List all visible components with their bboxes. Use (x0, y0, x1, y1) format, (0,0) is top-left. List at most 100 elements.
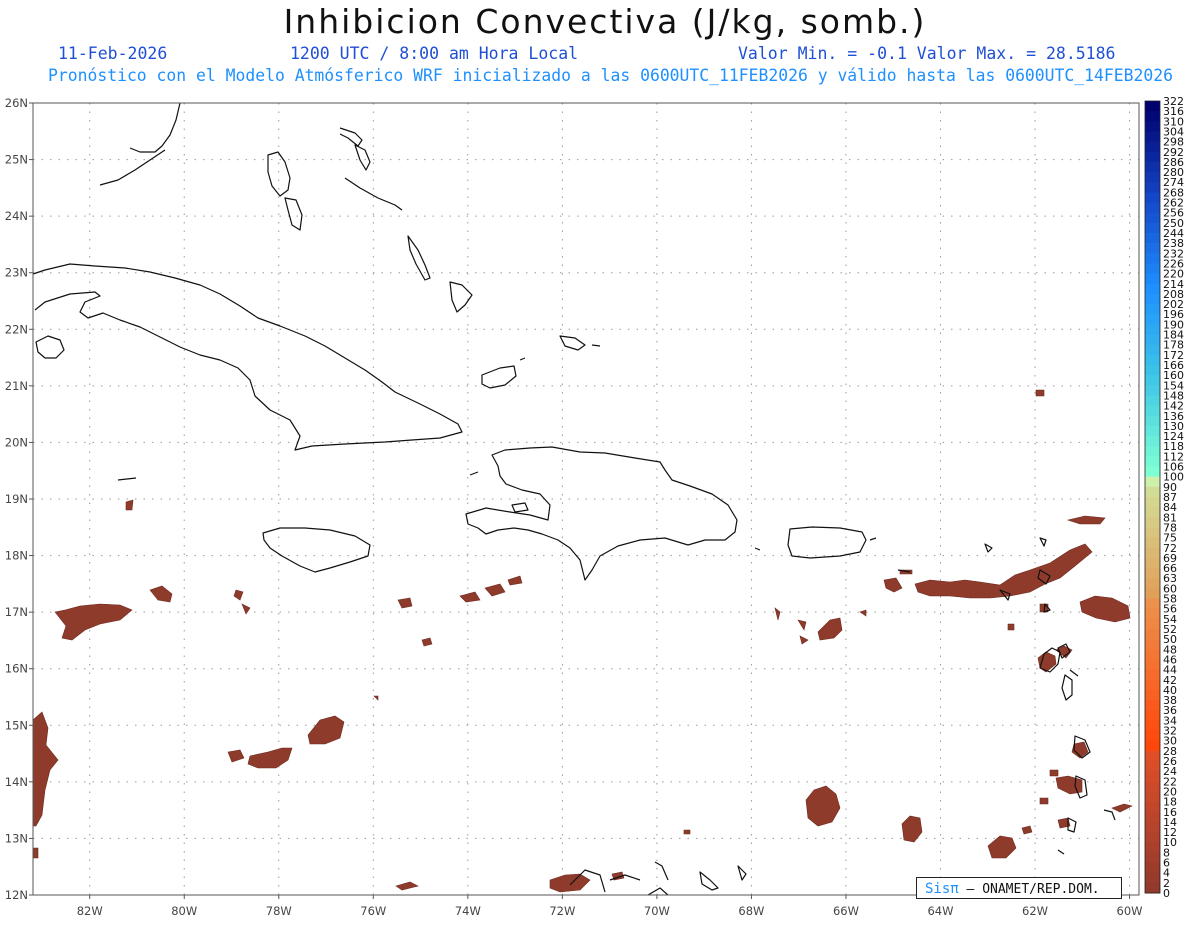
blob-5 (241, 603, 251, 615)
lat-label: 21N (5, 379, 28, 393)
blob-30 (1071, 741, 1089, 759)
coast-virgin-is (999, 589, 1011, 601)
coast-eleuthera (339, 127, 363, 147)
colorbar-swatch (1145, 882, 1160, 894)
colorbar-border (1144, 100, 1161, 894)
lat-label: 24N (5, 209, 28, 223)
blob-34 (901, 815, 923, 843)
coast-st-lucia (1074, 775, 1088, 799)
colorbar-swatch (1145, 172, 1160, 183)
blob-41 (1007, 623, 1015, 631)
colorbar-label: 172 (1163, 349, 1184, 362)
sispi-logo: Sisπ (925, 881, 959, 897)
colorbar-label: 84 (1163, 501, 1177, 514)
colorbar-label: 30 (1163, 735, 1177, 748)
colorbar-label: 316 (1163, 105, 1184, 118)
colorbar-swatch (1145, 385, 1160, 396)
colorbar-label: 298 (1163, 136, 1184, 149)
colorbar-label: 166 (1163, 359, 1184, 372)
coast-barbuda (1039, 537, 1047, 547)
colorbar-label: 226 (1163, 257, 1184, 270)
colorbar-swatch (1145, 872, 1160, 884)
coast-exuma (344, 177, 403, 211)
colorbar-label: 22 (1163, 775, 1177, 788)
colorbar-swatch (1145, 598, 1160, 610)
blob-6 (397, 597, 413, 609)
coast-puerto-rico (787, 526, 867, 559)
longitude-labels: 82W 80W 78W 76W 74W 72W 70W 68W 66W 64W 62W 60W (77, 895, 1143, 918)
colorbar-label: 40 (1163, 684, 1177, 697)
colorbar-label: 87 (1163, 491, 1177, 504)
coast-martinique (1073, 735, 1091, 759)
colorbar-swatch (1145, 801, 1160, 813)
colorbar-label: 75 (1163, 532, 1177, 545)
blob-9 (421, 637, 433, 647)
colorbar-swatch (1145, 141, 1160, 153)
model-subtitle: Pronóstico con el Modelo Atmósferico WRF… (48, 66, 1173, 85)
colorbar-swatch (1145, 202, 1160, 214)
lat-label: 20N (5, 435, 28, 449)
colorbar-label: 220 (1163, 268, 1184, 281)
colorbar-label: 14 (1163, 816, 1177, 829)
colorbar-label: 6 (1163, 857, 1170, 870)
blob-12 (227, 749, 245, 763)
colorbar-swatch (1145, 852, 1160, 864)
lon-label: 74W (455, 904, 481, 918)
branding-text: – ONAMET/REP.DOM. (966, 882, 1100, 897)
colorbar-label: 58 (1163, 593, 1177, 606)
coast-st-vincent (1067, 817, 1077, 833)
colorbar-swatch (1145, 761, 1160, 772)
colorbar-swatch (1145, 750, 1160, 762)
coast-cat-island (354, 144, 371, 171)
colorbar-label: 52 (1163, 623, 1177, 636)
lat-label: 12N (5, 888, 28, 902)
colorbar-swatch (1145, 436, 1160, 447)
colorbar-swatch (1145, 740, 1160, 752)
colorbar-label: 42 (1163, 674, 1177, 687)
coast-grenada (1057, 849, 1065, 855)
lat-label: 16N (5, 662, 28, 676)
lat-label: 13N (5, 831, 28, 845)
colorbar-label: 160 (1163, 369, 1184, 382)
colorbar-label: 262 (1163, 197, 1184, 210)
colorbar-label: 8 (1163, 846, 1170, 859)
colorbar-swatch (1145, 476, 1160, 488)
colorbar-swatch (1145, 446, 1160, 457)
colorbar-swatch (1145, 781, 1160, 792)
colorbar-swatch (1145, 101, 1160, 112)
lon-label: 76W (360, 904, 386, 918)
colorbar-swatch (1145, 649, 1160, 660)
colorbar-swatch (1145, 182, 1160, 193)
coast-grand-inagua2 (519, 357, 526, 361)
blob-16 (549, 873, 591, 893)
colorbar-swatch (1145, 304, 1160, 315)
colorbar-swatch (1145, 811, 1160, 823)
blob-32 (1035, 389, 1045, 397)
colorbar-label: 250 (1163, 217, 1184, 230)
coast-cuba (32, 263, 463, 451)
colorbar-swatch (1145, 720, 1160, 732)
colorbar-swatch (1145, 111, 1160, 122)
colorbar-swatch (1145, 608, 1160, 620)
blob-40 (1039, 797, 1049, 805)
colorbar-label: 112 (1163, 450, 1184, 463)
map-title: Inhibicion Convectiva (J/kg, somb.) (283, 2, 927, 41)
colorbar-swatch (1145, 517, 1160, 528)
lat-label: 15N (5, 718, 28, 732)
colorbar-label: 322 (1163, 95, 1184, 108)
colorbar-label: 208 (1163, 288, 1184, 301)
colorbar-swatch (1145, 497, 1160, 508)
colorbar-swatch (1145, 375, 1160, 386)
coast-turks (591, 344, 601, 347)
coast-small-ant-1 (1037, 569, 1051, 585)
coast-andros-s (284, 197, 303, 231)
colorbar-label: 232 (1163, 247, 1184, 260)
blob-8 (484, 583, 506, 597)
coast-aruba-curacao (654, 861, 669, 881)
colorbar-label: 304 (1163, 125, 1184, 138)
colorbar-swatch (1145, 639, 1160, 650)
branding-box: Sisπ – ONAMET/REP.DOM. (916, 877, 1122, 899)
colorbar-swatch (1145, 415, 1160, 427)
colorbar-label: 268 (1163, 186, 1184, 199)
